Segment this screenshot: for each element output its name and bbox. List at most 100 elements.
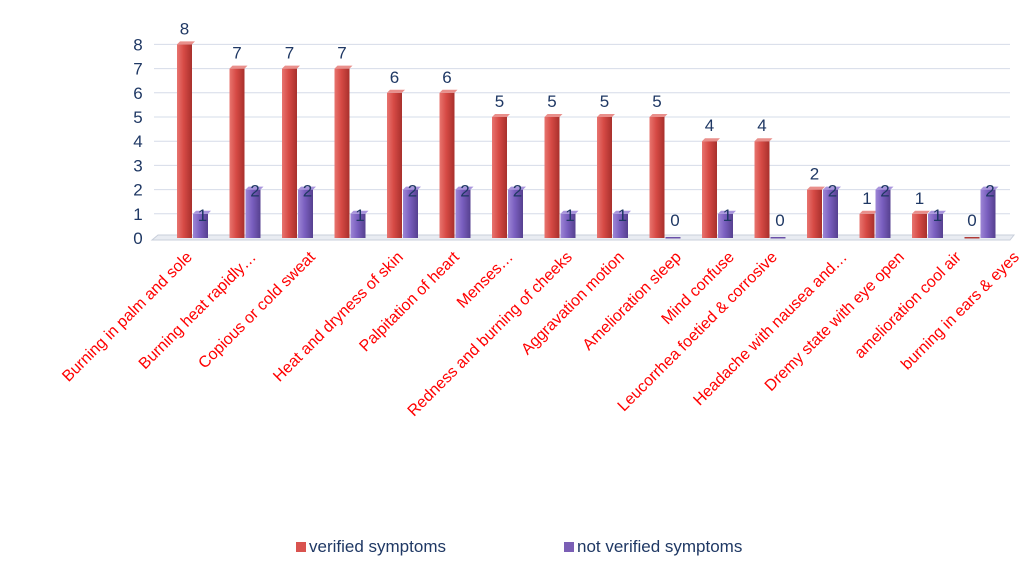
data-label: 1 xyxy=(355,206,364,225)
bar-verified xyxy=(334,68,350,238)
data-label: 5 xyxy=(547,92,556,111)
bar-top xyxy=(597,114,615,117)
bar-not-verified xyxy=(193,213,208,238)
bar-top xyxy=(229,65,248,69)
bar-verified xyxy=(387,92,402,238)
bar-top xyxy=(439,89,458,93)
data-label: 2 xyxy=(250,182,259,201)
category-label: Amelioration sleep xyxy=(580,249,685,354)
bar-verified xyxy=(807,189,822,238)
bar-top xyxy=(912,210,930,214)
y-tick-label: 1 xyxy=(133,205,142,224)
bar-top xyxy=(754,138,773,142)
data-label: 1 xyxy=(198,206,207,225)
y-tick-label: 6 xyxy=(133,84,142,103)
bar-not-verified xyxy=(455,189,471,238)
bar-top xyxy=(508,186,526,190)
bar-top xyxy=(807,186,825,190)
chart-floor xyxy=(150,234,1016,241)
bar-top xyxy=(387,89,405,93)
bar-top xyxy=(859,210,878,214)
bar-top xyxy=(718,210,736,214)
category-label: Palpitation of heart xyxy=(356,248,463,355)
bar-top xyxy=(350,210,369,214)
data-label: 1 xyxy=(618,206,627,225)
data-label: 1 xyxy=(862,189,871,208)
data-label: 2 xyxy=(460,182,469,201)
bar-top xyxy=(193,210,211,214)
bar-top xyxy=(928,210,946,214)
bar-not-verified xyxy=(770,237,786,239)
data-label: 1 xyxy=(565,206,574,225)
bar-top xyxy=(245,186,264,190)
y-tick-label: 5 xyxy=(133,108,142,127)
data-label: 2 xyxy=(828,182,837,201)
bar-verified xyxy=(544,117,560,238)
y-tick-label: 4 xyxy=(133,132,142,151)
category-label: Burning heat rapidly… xyxy=(136,249,260,373)
bar-top xyxy=(613,210,631,214)
bar-not-verified xyxy=(350,213,366,238)
data-label: 7 xyxy=(337,44,346,63)
bar-top xyxy=(702,138,720,142)
data-label: 6 xyxy=(442,68,451,87)
floor-plane xyxy=(150,234,1016,241)
y-tick-label: 7 xyxy=(133,60,142,79)
bar-verified xyxy=(649,117,665,238)
bar-not-verified xyxy=(403,189,418,238)
bar-verified xyxy=(754,141,770,238)
category-label: Burning in palm and sole xyxy=(59,249,196,386)
legend-swatch xyxy=(296,542,306,552)
y-tick-label: 0 xyxy=(133,229,142,248)
data-label: 5 xyxy=(652,92,661,111)
bar-not-verified xyxy=(823,189,838,238)
data-label: 2 xyxy=(880,182,889,201)
bar-top xyxy=(560,210,579,214)
data-label: 4 xyxy=(757,116,766,135)
data-label: 1 xyxy=(723,206,732,225)
data-label: 7 xyxy=(285,44,294,63)
bar-verified xyxy=(597,117,612,238)
category-label: amelioration cool air xyxy=(852,248,966,362)
bar-top xyxy=(403,186,421,190)
legend-label: not verified symptoms xyxy=(577,537,742,556)
data-label: 0 xyxy=(775,211,784,230)
data-label: 1 xyxy=(915,189,924,208)
bar-verified xyxy=(229,68,245,238)
bar-not-verified xyxy=(245,189,261,238)
bar-verified xyxy=(964,237,980,239)
bar-not-verified xyxy=(928,213,943,238)
y-tick-label: 2 xyxy=(133,181,142,200)
bar-verified xyxy=(177,44,192,239)
data-label: 2 xyxy=(985,182,994,201)
bar-top xyxy=(492,114,510,117)
data-label: 8 xyxy=(180,19,189,38)
bar-not-verified xyxy=(298,189,313,238)
legend-swatch xyxy=(564,542,574,552)
data-label: 2 xyxy=(513,182,522,201)
data-label: 0 xyxy=(967,211,976,230)
bar-not-verified xyxy=(718,213,733,238)
bar-verified xyxy=(912,213,927,238)
bar-top xyxy=(298,186,316,190)
bar-verified xyxy=(282,68,297,238)
bar-verified xyxy=(702,141,717,238)
bar-not-verified xyxy=(665,237,681,239)
data-label: 5 xyxy=(600,92,609,111)
category-label: Menses… xyxy=(454,249,517,312)
data-label: 5 xyxy=(495,92,504,111)
bar-top xyxy=(980,186,999,190)
bar-top xyxy=(544,114,563,117)
bar-verified xyxy=(492,117,507,238)
data-label: 7 xyxy=(232,44,241,63)
data-label: 2 xyxy=(303,182,312,201)
bar-top xyxy=(823,186,841,190)
category-label: burning in ears & eyes xyxy=(898,249,1021,374)
data-label: 4 xyxy=(705,116,714,135)
y-tick-label: 3 xyxy=(133,156,142,175)
data-label: 2 xyxy=(408,182,417,201)
bar-not-verified xyxy=(875,189,891,238)
bar-not-verified xyxy=(508,189,523,238)
